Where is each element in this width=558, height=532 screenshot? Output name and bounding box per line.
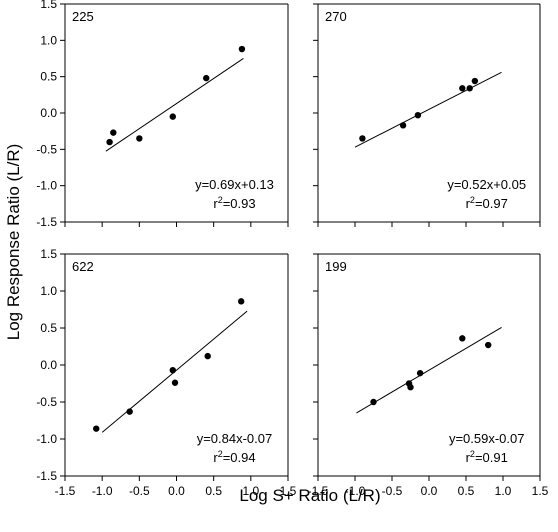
x-tick-label: 1.5: [280, 484, 297, 498]
y-tick-label: 0.5: [40, 321, 57, 335]
r-squared-superscript: 2: [470, 195, 475, 205]
x-tick-label: 0.0: [168, 484, 185, 498]
r-squared-label: r2=0.97: [466, 195, 508, 211]
x-tick-label: -1.0: [345, 484, 366, 498]
r-squared-value: =0.93: [223, 196, 256, 211]
data-point: [416, 369, 424, 377]
data-point: [459, 335, 466, 342]
panel-label: 225: [72, 9, 94, 24]
regression-line: [354, 71, 502, 148]
equation-label: y=0.59x-0.07: [449, 431, 525, 446]
y-tick-label: 1.5: [40, 0, 57, 11]
y-tick-label: 0.0: [40, 358, 57, 372]
regression-line: [356, 326, 502, 414]
y-tick-label: 0.5: [40, 70, 57, 84]
r-squared-value: =0.91: [475, 450, 508, 465]
x-tick-label: -1.5: [55, 484, 76, 498]
data-point: [126, 408, 133, 415]
y-axis-title: Log Response Ratio (L/R): [4, 144, 23, 341]
r-squared-prefix: r: [466, 196, 471, 211]
data-point: [414, 111, 422, 119]
data-point: [370, 398, 377, 406]
data-point: [136, 135, 143, 142]
r-squared-label: r2=0.91: [466, 449, 508, 465]
data-point: [466, 85, 473, 92]
x-tick-label: -1.5: [308, 484, 329, 498]
data-point: [169, 366, 176, 374]
data-point: [459, 85, 466, 92]
y-tick-label: -1.0: [36, 179, 57, 193]
panel-225: 1.5 1.0 0.5 0.0 -0.5 -1.0 -1.5 225 y=0.69x+0.13 r…: [36, 0, 289, 229]
data-point: [204, 352, 211, 360]
r-squared-value: =0.94: [223, 450, 256, 465]
x-tick-label: 1.5: [532, 484, 549, 498]
r-squared-superscript: 2: [218, 449, 223, 459]
r-squared-prefix: r: [213, 450, 218, 465]
y-tick-label: -1.5: [36, 469, 57, 483]
data-point: [238, 45, 246, 53]
r-squared-superscript: 2: [218, 195, 223, 205]
r-squared-label: r2=0.93: [213, 195, 255, 211]
panel-622: 1.5 1.0 0.5 0.0 -0.5 -1.0 -1.5-1.5 -1.0 -0.5 0.0 0…: [36, 247, 296, 498]
equation-label: y=0.52x+0.05: [447, 177, 526, 192]
data-point: [399, 122, 407, 129]
x-axis-title: Log S+ Ratio (L/R): [239, 486, 380, 505]
panels-group: 1.5 1.0 0.5 0.0 -0.5 -1.0 -1.5 225 y=0.69x+0.13 r…: [36, 0, 548, 498]
regression-line: [105, 58, 244, 152]
panel-199: -1.5 -1.0 -0.5 0.0 0.5 1.0 1.5 199 y=0.59x-0.07 r…: [308, 253, 549, 498]
panel-270: 270 y=0.52x+0.05 r2=0.97: [313, 3, 541, 227]
data-point: [237, 298, 245, 305]
data-point: [171, 379, 179, 386]
y-tick-label: -1.5: [36, 215, 57, 229]
x-tick-label: 0.5: [205, 484, 222, 498]
data-point: [110, 129, 117, 136]
x-tick-label: 1.0: [495, 484, 512, 498]
x-tick-label: -0.5: [129, 484, 150, 498]
y-tick-label: 1.0: [40, 33, 57, 47]
r-squared-superscript: 2: [470, 449, 475, 459]
x-tick-label: -0.5: [382, 484, 403, 498]
y-tick-label: -1.0: [36, 432, 57, 446]
y-tick-label: -0.5: [36, 142, 57, 156]
y-tick-label: 0.0: [40, 106, 57, 120]
data-point: [407, 384, 414, 391]
r-squared-label: r2=0.94: [213, 449, 255, 465]
panel-label: 270: [325, 9, 347, 24]
data-point: [359, 135, 366, 142]
r-squared-prefix: r: [213, 196, 218, 211]
equation-label: y=0.84x-0.07: [197, 431, 273, 446]
y-tick-label: 1.5: [40, 247, 57, 261]
data-point: [471, 77, 479, 85]
y-tick-label: 1.0: [40, 284, 57, 298]
r-squared-value: =0.97: [475, 196, 508, 211]
data-point: [106, 138, 113, 146]
equation-label: y=0.69x+0.13: [195, 177, 274, 192]
x-tick-label: 1.0: [242, 484, 259, 498]
data-point: [93, 425, 100, 432]
y-tick-label: -0.5: [36, 395, 57, 409]
panel-label: 622: [72, 259, 94, 274]
x-tick-label: 0.0: [421, 484, 438, 498]
x-tick-label: -1.0: [92, 484, 113, 498]
x-tick-label: 0.5: [458, 484, 475, 498]
panel-label: 199: [325, 259, 347, 274]
data-point: [203, 74, 210, 82]
data-point: [485, 341, 492, 349]
data-point: [169, 113, 176, 120]
r-squared-prefix: r: [466, 450, 471, 465]
